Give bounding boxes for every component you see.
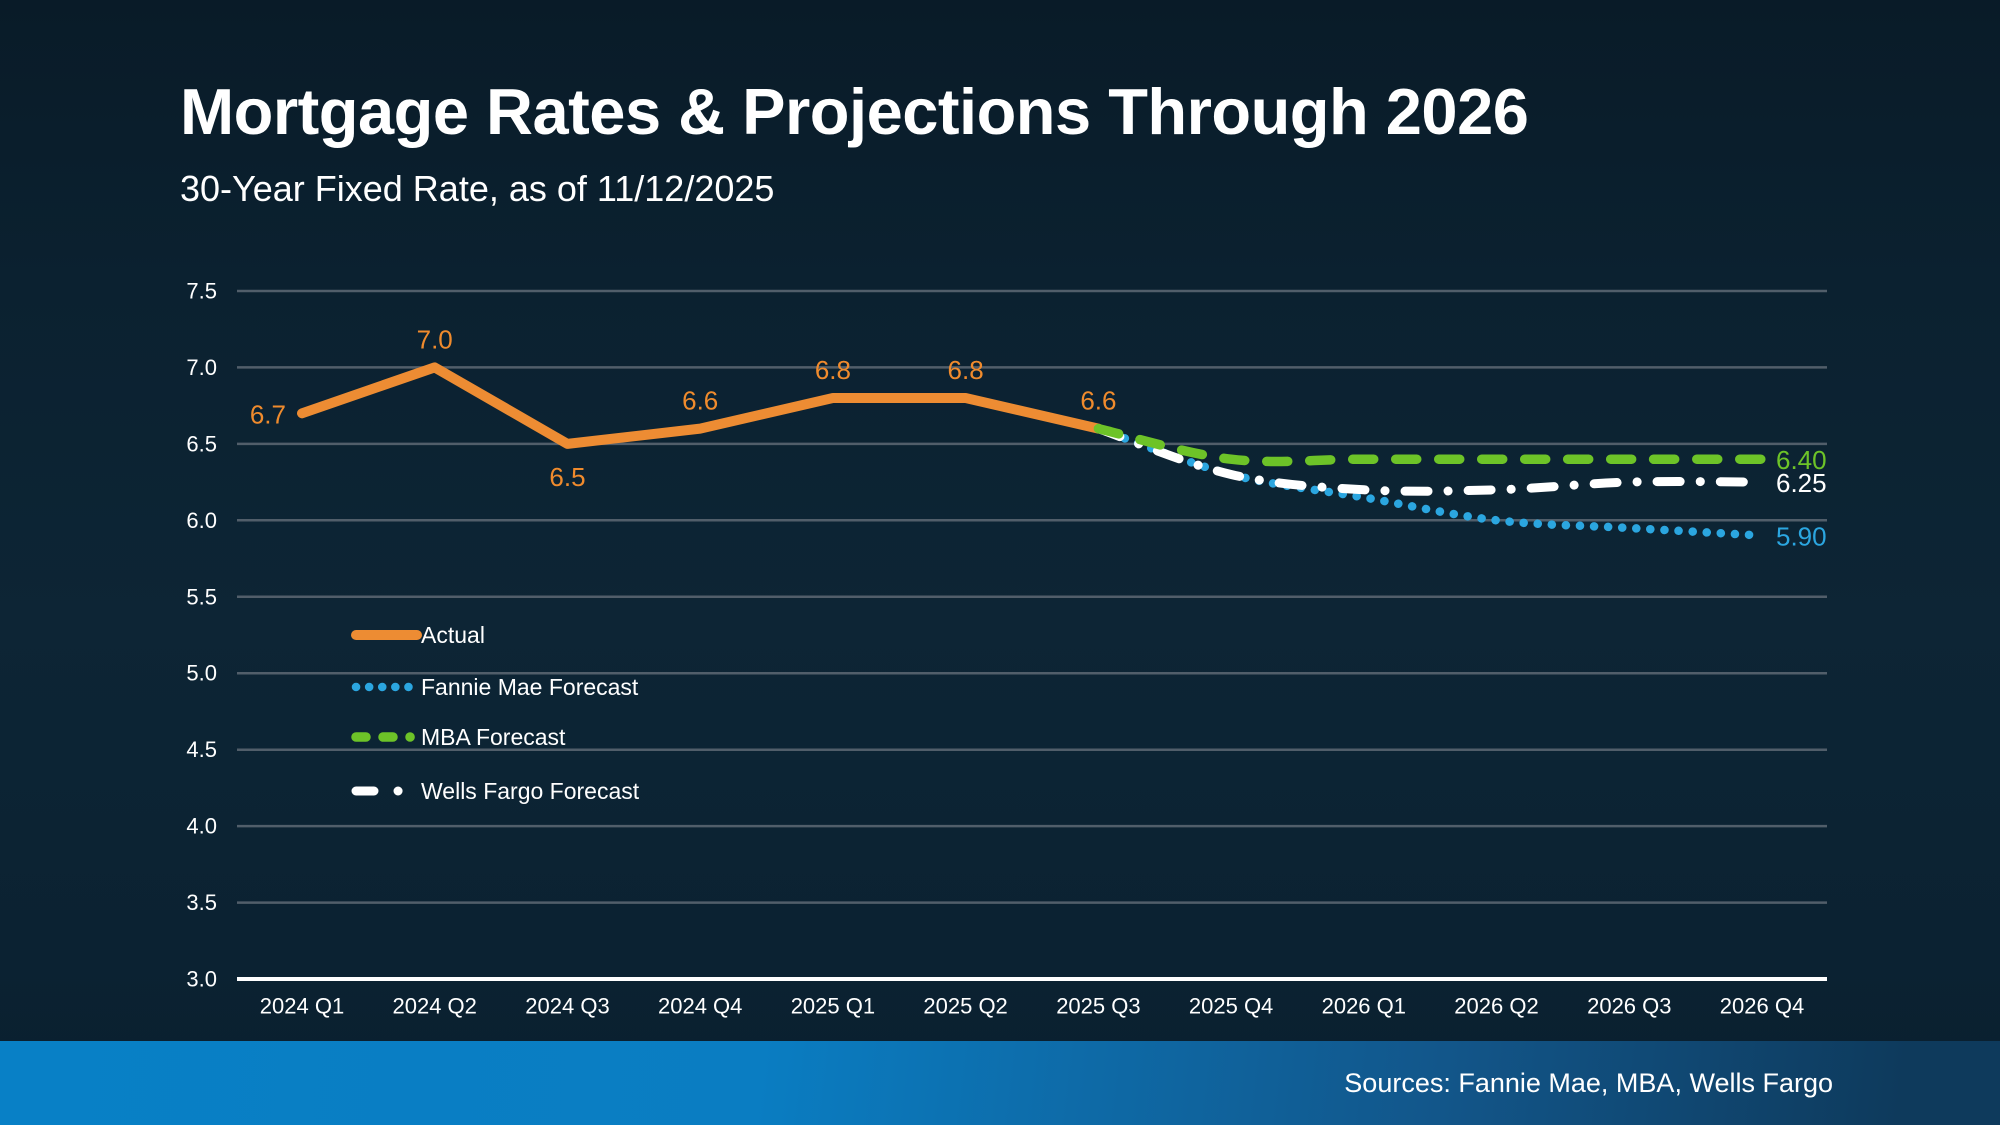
end-label-wells_fargo: 6.25 bbox=[1776, 468, 1827, 498]
legend-label: Wells Fargo Forecast bbox=[421, 778, 640, 804]
page-subtitle: 30-Year Fixed Rate, as of 11/12/2025 bbox=[180, 168, 775, 209]
x-tick-label: 2026 Q3 bbox=[1587, 994, 1671, 1019]
y-tick-label: 3.5 bbox=[186, 890, 217, 915]
x-tick-label: 2024 Q1 bbox=[260, 994, 344, 1019]
legend-label: Actual bbox=[421, 622, 485, 648]
series-line-actual bbox=[297, 362, 1104, 449]
y-tick-label: 5.0 bbox=[186, 661, 217, 686]
x-tick-label: 2026 Q1 bbox=[1322, 994, 1406, 1019]
data-label: 6.8 bbox=[948, 355, 984, 385]
page-title: Mortgage Rates & Projections Through 202… bbox=[180, 75, 1529, 148]
end-label-fannie_mae: 5.90 bbox=[1776, 522, 1827, 552]
data-label: 6.6 bbox=[1080, 386, 1116, 416]
y-tick-label: 5.5 bbox=[186, 584, 217, 609]
legend-label: MBA Forecast bbox=[421, 724, 566, 750]
sources-text: Sources: Fannie Mae, MBA, Wells Fargo bbox=[1344, 1068, 1833, 1098]
y-tick-label: 6.5 bbox=[186, 431, 217, 456]
y-tick-label: 3.0 bbox=[186, 967, 217, 992]
x-tick-label: 2026 Q4 bbox=[1720, 994, 1804, 1019]
x-tick-label: 2026 Q2 bbox=[1454, 994, 1538, 1019]
footer-bar: Sources: Fannie Mae, MBA, Wells Fargo bbox=[0, 1041, 2000, 1125]
x-tick-label: 2024 Q3 bbox=[525, 994, 609, 1019]
y-tick-label: 7.0 bbox=[186, 355, 217, 380]
x-tick-label: 2024 Q2 bbox=[392, 994, 476, 1019]
data-label: 6.6 bbox=[682, 386, 718, 416]
x-tick-label: 2025 Q1 bbox=[791, 994, 875, 1019]
x-tick-label: 2025 Q4 bbox=[1189, 994, 1273, 1019]
y-tick-label: 4.5 bbox=[186, 737, 217, 762]
data-label: 7.0 bbox=[417, 324, 453, 354]
y-tick-label: 7.5 bbox=[186, 279, 217, 304]
x-tick-label: 2024 Q4 bbox=[658, 994, 742, 1019]
series-line-wells_fargo bbox=[1093, 424, 1767, 496]
x-tick-label: 2025 Q2 bbox=[923, 994, 1007, 1019]
data-label: 6.7 bbox=[250, 399, 286, 429]
data-label: 6.8 bbox=[815, 355, 851, 385]
y-tick-label: 4.0 bbox=[186, 814, 217, 839]
end-label-mba: 6.40 bbox=[1776, 445, 1827, 475]
x-tick-label: 2025 Q3 bbox=[1056, 994, 1140, 1019]
legend-label: Fannie Mae Forecast bbox=[421, 674, 639, 700]
y-tick-label: 6.0 bbox=[186, 508, 217, 533]
data-label: 6.5 bbox=[549, 462, 585, 492]
